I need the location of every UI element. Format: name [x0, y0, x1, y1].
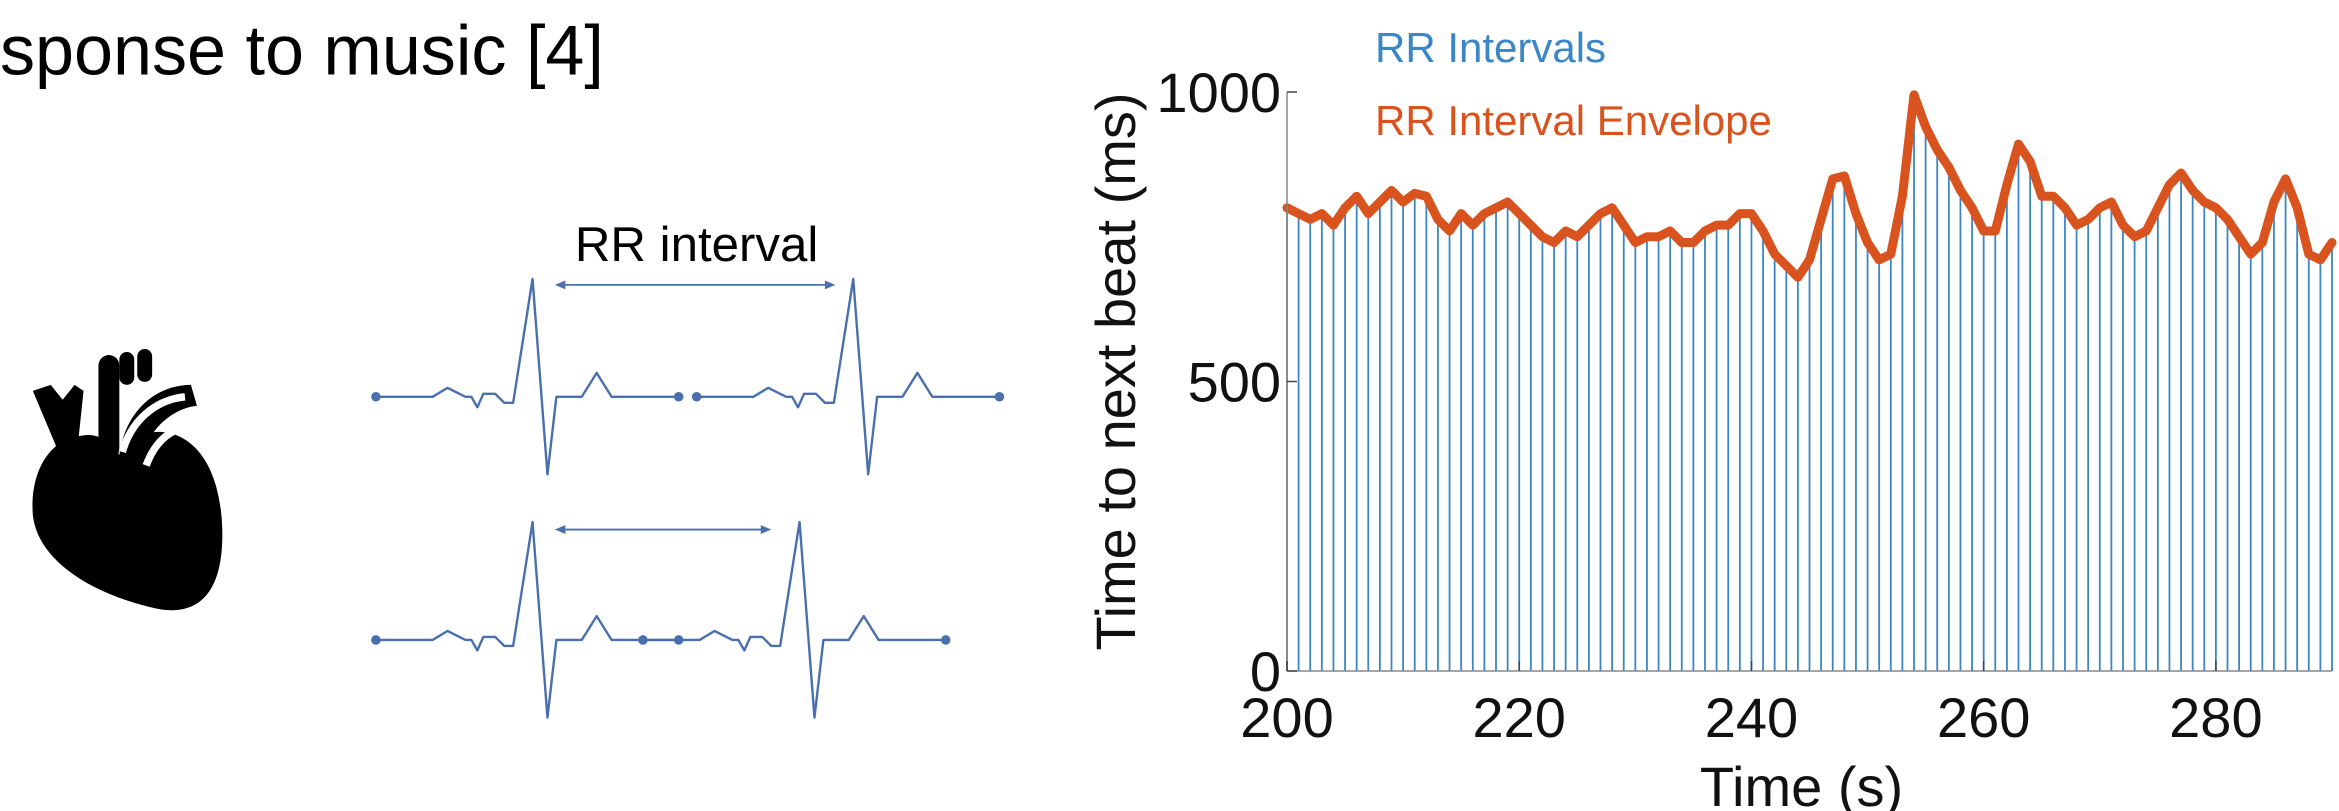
- rr-arrow: [554, 280, 836, 535]
- heart-icon: [32, 349, 223, 611]
- chart: 0 500 1000 200 220 240 260 280 Time (s) Time to n…: [1084, 24, 2337, 811]
- diagram-label: RR interval: [575, 217, 818, 272]
- slide-title: sponse to music [4]: [0, 12, 604, 90]
- y-tick-label: 0: [1250, 640, 1281, 703]
- x-tick-label: 200: [1240, 686, 1333, 749]
- x-tick-label: 260: [1937, 686, 2030, 749]
- legend-entry: RR Interval Envelope: [1375, 97, 1772, 144]
- left-panel: sponse to music [4] RR interval: [0, 12, 1006, 719]
- heart-icon-gap: [118, 393, 189, 467]
- y-tick-label: 500: [1188, 351, 1281, 414]
- envelope-line: [1282, 90, 2337, 282]
- x-axis-label: Time (s): [1700, 755, 1903, 811]
- legend-entry: RR Intervals: [1375, 24, 1606, 71]
- x-tick-label: 240: [1705, 686, 1798, 749]
- x-tick-label: 280: [2169, 686, 2262, 749]
- ecg-trace: [369, 277, 1006, 719]
- x-tick-label: 220: [1473, 686, 1566, 749]
- y-axis-label: Time to next beat (ms): [1084, 92, 1147, 650]
- y-tick-label: 1000: [1156, 61, 1281, 124]
